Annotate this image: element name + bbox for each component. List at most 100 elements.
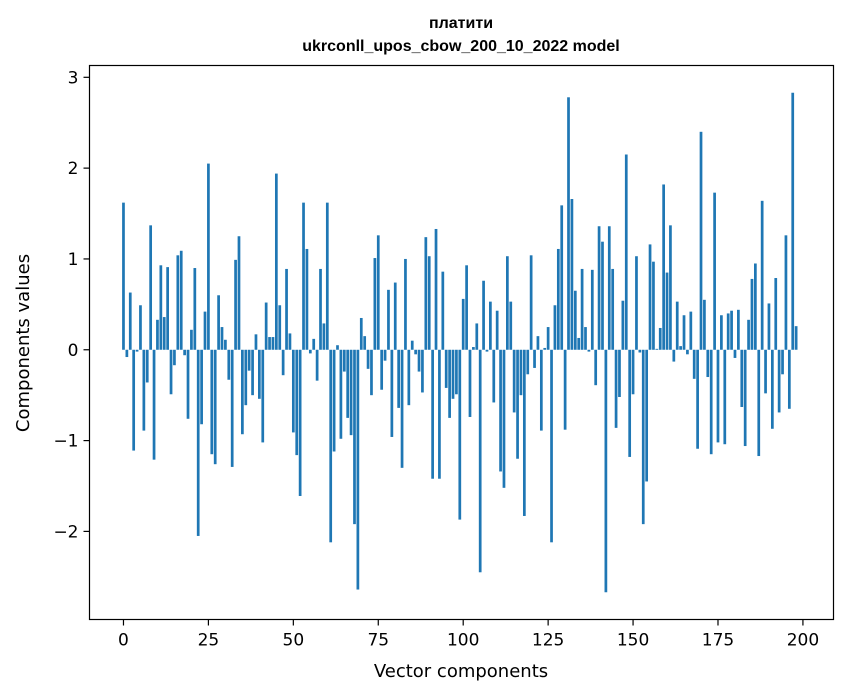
bar-89 [424,237,428,350]
bar-29 [220,327,224,350]
bar-147 [621,300,625,350]
bar-87 [417,349,421,372]
bar-127 [553,305,557,350]
bar-129 [560,205,564,350]
bar-67 [349,349,353,436]
bar-166 [686,349,689,355]
bar-47 [281,349,285,376]
bar-115 [512,349,516,413]
bar-155 [648,244,652,350]
bar-82 [400,349,404,468]
y-tick-label: 0 [68,341,79,361]
bar-40 [258,349,261,399]
bar-113 [506,256,509,350]
bar-162 [672,349,676,362]
bar-25 [207,163,210,350]
bar-84 [407,349,411,406]
bar-56 [312,338,316,350]
bar-33 [234,259,237,350]
bar-92 [434,228,438,350]
bar-126 [550,349,553,543]
bar-198 [794,326,798,350]
bar-120 [529,255,533,350]
bar-37 [247,349,251,371]
bar-160 [665,272,669,350]
y-tick-label: 3 [68,68,79,88]
bar-99 [458,349,462,520]
bar-183 [743,349,747,447]
bar-179 [730,310,733,350]
bar-79 [390,349,394,437]
bar-51 [295,349,299,456]
bar-63 [336,345,339,350]
bar-58 [319,268,322,350]
bar-93 [438,349,441,479]
bar-3 [132,349,136,451]
bar-23 [200,349,203,425]
bar-151 [635,256,638,350]
bar-4 [135,349,139,352]
bar-74 [373,258,377,350]
bar-30 [224,339,227,350]
bar-60 [325,202,329,350]
bar-153 [641,349,645,525]
bar-26 [210,349,214,455]
bar-75 [376,235,380,350]
y-tick-label: 1 [68,250,79,270]
bar-171 [703,299,706,350]
bar-69 [356,349,360,590]
bar-178 [726,313,730,350]
bar-188 [760,200,764,350]
bar-177 [723,349,727,445]
bar-53 [302,202,305,350]
bar-86 [414,349,417,355]
bar-190 [767,303,771,350]
bar-35 [241,349,244,435]
bar-152 [638,349,642,353]
bar-109 [492,349,496,403]
bar-150 [631,349,635,395]
bar-143 [607,226,611,350]
bar-94 [441,271,445,350]
bar-46 [278,305,282,350]
bar-22 [196,349,200,536]
bar-64 [339,349,343,439]
bar-100 [461,298,465,350]
x-tick-label: 200 [787,631,819,651]
bar-19 [186,349,190,419]
bar-24 [203,311,207,350]
bar-34 [237,236,241,350]
x-tick-label: 125 [532,631,564,651]
bar-107 [485,349,489,352]
bar-168 [692,349,696,379]
bar-180 [733,349,737,358]
y-tick-label: −1 [53,432,78,452]
bar-174 [713,192,716,350]
bar-117 [519,349,523,396]
y-axis-label: Components values [13,254,34,432]
bar-116 [516,349,519,459]
x-axis-ticks: 0 25 50 75 100 125 150 175 200 [118,619,819,651]
bar-36 [244,349,248,406]
bar-61 [329,349,333,543]
bar-71 [363,336,367,350]
bar-32 [230,349,234,467]
bar-124 [543,347,547,350]
bar-48 [285,268,288,350]
bar-68 [353,349,356,525]
bar-1 [125,349,129,358]
bar-42 [264,302,268,350]
bar-41 [261,349,265,443]
bar-104 [475,323,479,350]
bar-182 [740,349,744,407]
bar-122 [536,336,540,350]
bar-121 [533,349,536,368]
bar-139 [594,349,598,386]
bar-169 [696,349,699,449]
bar-52 [298,349,302,496]
bar-39 [254,334,258,350]
bar-8 [149,225,153,350]
x-tick-label: 0 [118,631,129,651]
bar-135 [580,268,584,350]
